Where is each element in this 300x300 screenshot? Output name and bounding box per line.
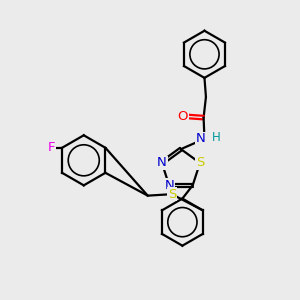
Text: N: N xyxy=(196,132,206,145)
Text: S: S xyxy=(168,188,176,201)
Text: O: O xyxy=(178,110,188,123)
Text: F: F xyxy=(48,141,56,154)
Text: N: N xyxy=(164,179,174,192)
Text: H: H xyxy=(212,130,220,143)
Text: N: N xyxy=(157,157,167,169)
Text: S: S xyxy=(196,157,204,169)
